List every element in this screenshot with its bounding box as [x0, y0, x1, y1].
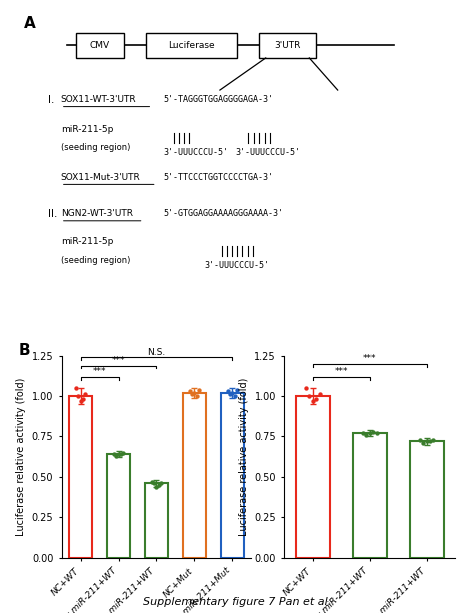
Point [226, 389, 234, 399]
FancyBboxPatch shape [146, 32, 237, 58]
Point [191, 388, 198, 398]
Text: ***: *** [93, 367, 106, 376]
Text: N.S.: N.S. [147, 348, 165, 357]
Bar [353, 433, 387, 558]
Text: miR-211-5p: miR-211-5p [61, 237, 113, 246]
Point [366, 428, 374, 438]
Point [157, 479, 165, 489]
Text: 3'-UUUCCCU-5': 3'-UUUCCCU-5' [205, 261, 270, 270]
Bar [183, 393, 206, 558]
Point [309, 396, 317, 406]
Point [77, 396, 84, 406]
FancyBboxPatch shape [259, 32, 316, 58]
Point [363, 430, 370, 440]
Text: (seeding region): (seeding region) [61, 143, 130, 152]
Point [359, 428, 367, 438]
Point [72, 383, 80, 393]
Text: II.: II. [48, 209, 57, 219]
Point [429, 435, 437, 444]
Text: A: A [24, 15, 36, 31]
Point [119, 447, 127, 457]
Point [423, 436, 430, 446]
Text: 5'-TAGGGTGGAGGGGAGA-3': 5'-TAGGGTGGAGGGGAGA-3' [163, 95, 273, 104]
Text: CMV: CMV [90, 41, 110, 50]
Text: NGN2-WT-3'UTR: NGN2-WT-3'UTR [61, 209, 133, 218]
Text: (seeding region): (seeding region) [61, 256, 130, 265]
Point [195, 384, 203, 394]
Point [426, 436, 434, 446]
Point [316, 389, 323, 399]
Y-axis label: Luciferase relative activity (fold): Luciferase relative activity (fold) [239, 378, 249, 536]
Text: 5'-TTCCCTGGTCCCCTGA-3': 5'-TTCCCTGGTCCCCTGA-3' [163, 173, 273, 182]
Bar [69, 396, 92, 558]
Text: 3'-UUUCCCU-5': 3'-UUUCCCU-5' [163, 148, 228, 157]
Point [369, 427, 377, 436]
Bar [296, 396, 330, 558]
Point [193, 391, 201, 401]
Point [302, 383, 310, 393]
Text: ***: *** [363, 354, 376, 363]
Point [155, 480, 163, 490]
Point [148, 477, 155, 487]
Point [228, 388, 236, 398]
Text: SOX11-Mut-3'UTR: SOX11-Mut-3'UTR [61, 173, 140, 182]
Text: 3'-UUUCCCU-5': 3'-UUUCCCU-5' [235, 148, 300, 157]
Bar [145, 484, 168, 558]
Point [233, 384, 241, 394]
Text: miR-211-5p: miR-211-5p [61, 125, 113, 134]
Point [74, 391, 82, 401]
Point [419, 438, 427, 448]
Point [231, 391, 238, 401]
Point [82, 389, 89, 399]
Text: 5'-GTGGAGGAAAAGGGAAAA-3': 5'-GTGGAGGAAAAGGGAAAA-3' [163, 209, 283, 218]
Text: ***: *** [335, 367, 348, 376]
Point [117, 449, 125, 459]
Point [373, 428, 380, 438]
Text: I.: I. [48, 95, 54, 105]
Point [115, 449, 122, 459]
Point [416, 435, 424, 444]
Point [224, 386, 231, 396]
Point [153, 482, 160, 492]
Point [306, 391, 313, 401]
Point [186, 386, 193, 396]
Text: Supplementary figure 7 Pan et al.: Supplementary figure 7 Pan et al. [143, 597, 331, 607]
Y-axis label: Luciferase relative activity (fold): Luciferase relative activity (fold) [16, 378, 26, 536]
Bar [410, 441, 444, 558]
Bar [107, 454, 130, 558]
Text: 3'UTR: 3'UTR [274, 41, 301, 50]
Point [188, 389, 196, 399]
Point [79, 394, 87, 404]
Point [112, 451, 120, 461]
Bar [221, 393, 244, 558]
Text: SOX11-WT-3'UTR: SOX11-WT-3'UTR [61, 95, 137, 104]
Point [312, 394, 320, 404]
Text: ***: *** [112, 356, 125, 365]
Point [150, 479, 158, 489]
Point [110, 449, 118, 459]
FancyBboxPatch shape [76, 32, 124, 58]
Text: Luciferase: Luciferase [168, 41, 215, 50]
Text: B: B [19, 343, 31, 358]
